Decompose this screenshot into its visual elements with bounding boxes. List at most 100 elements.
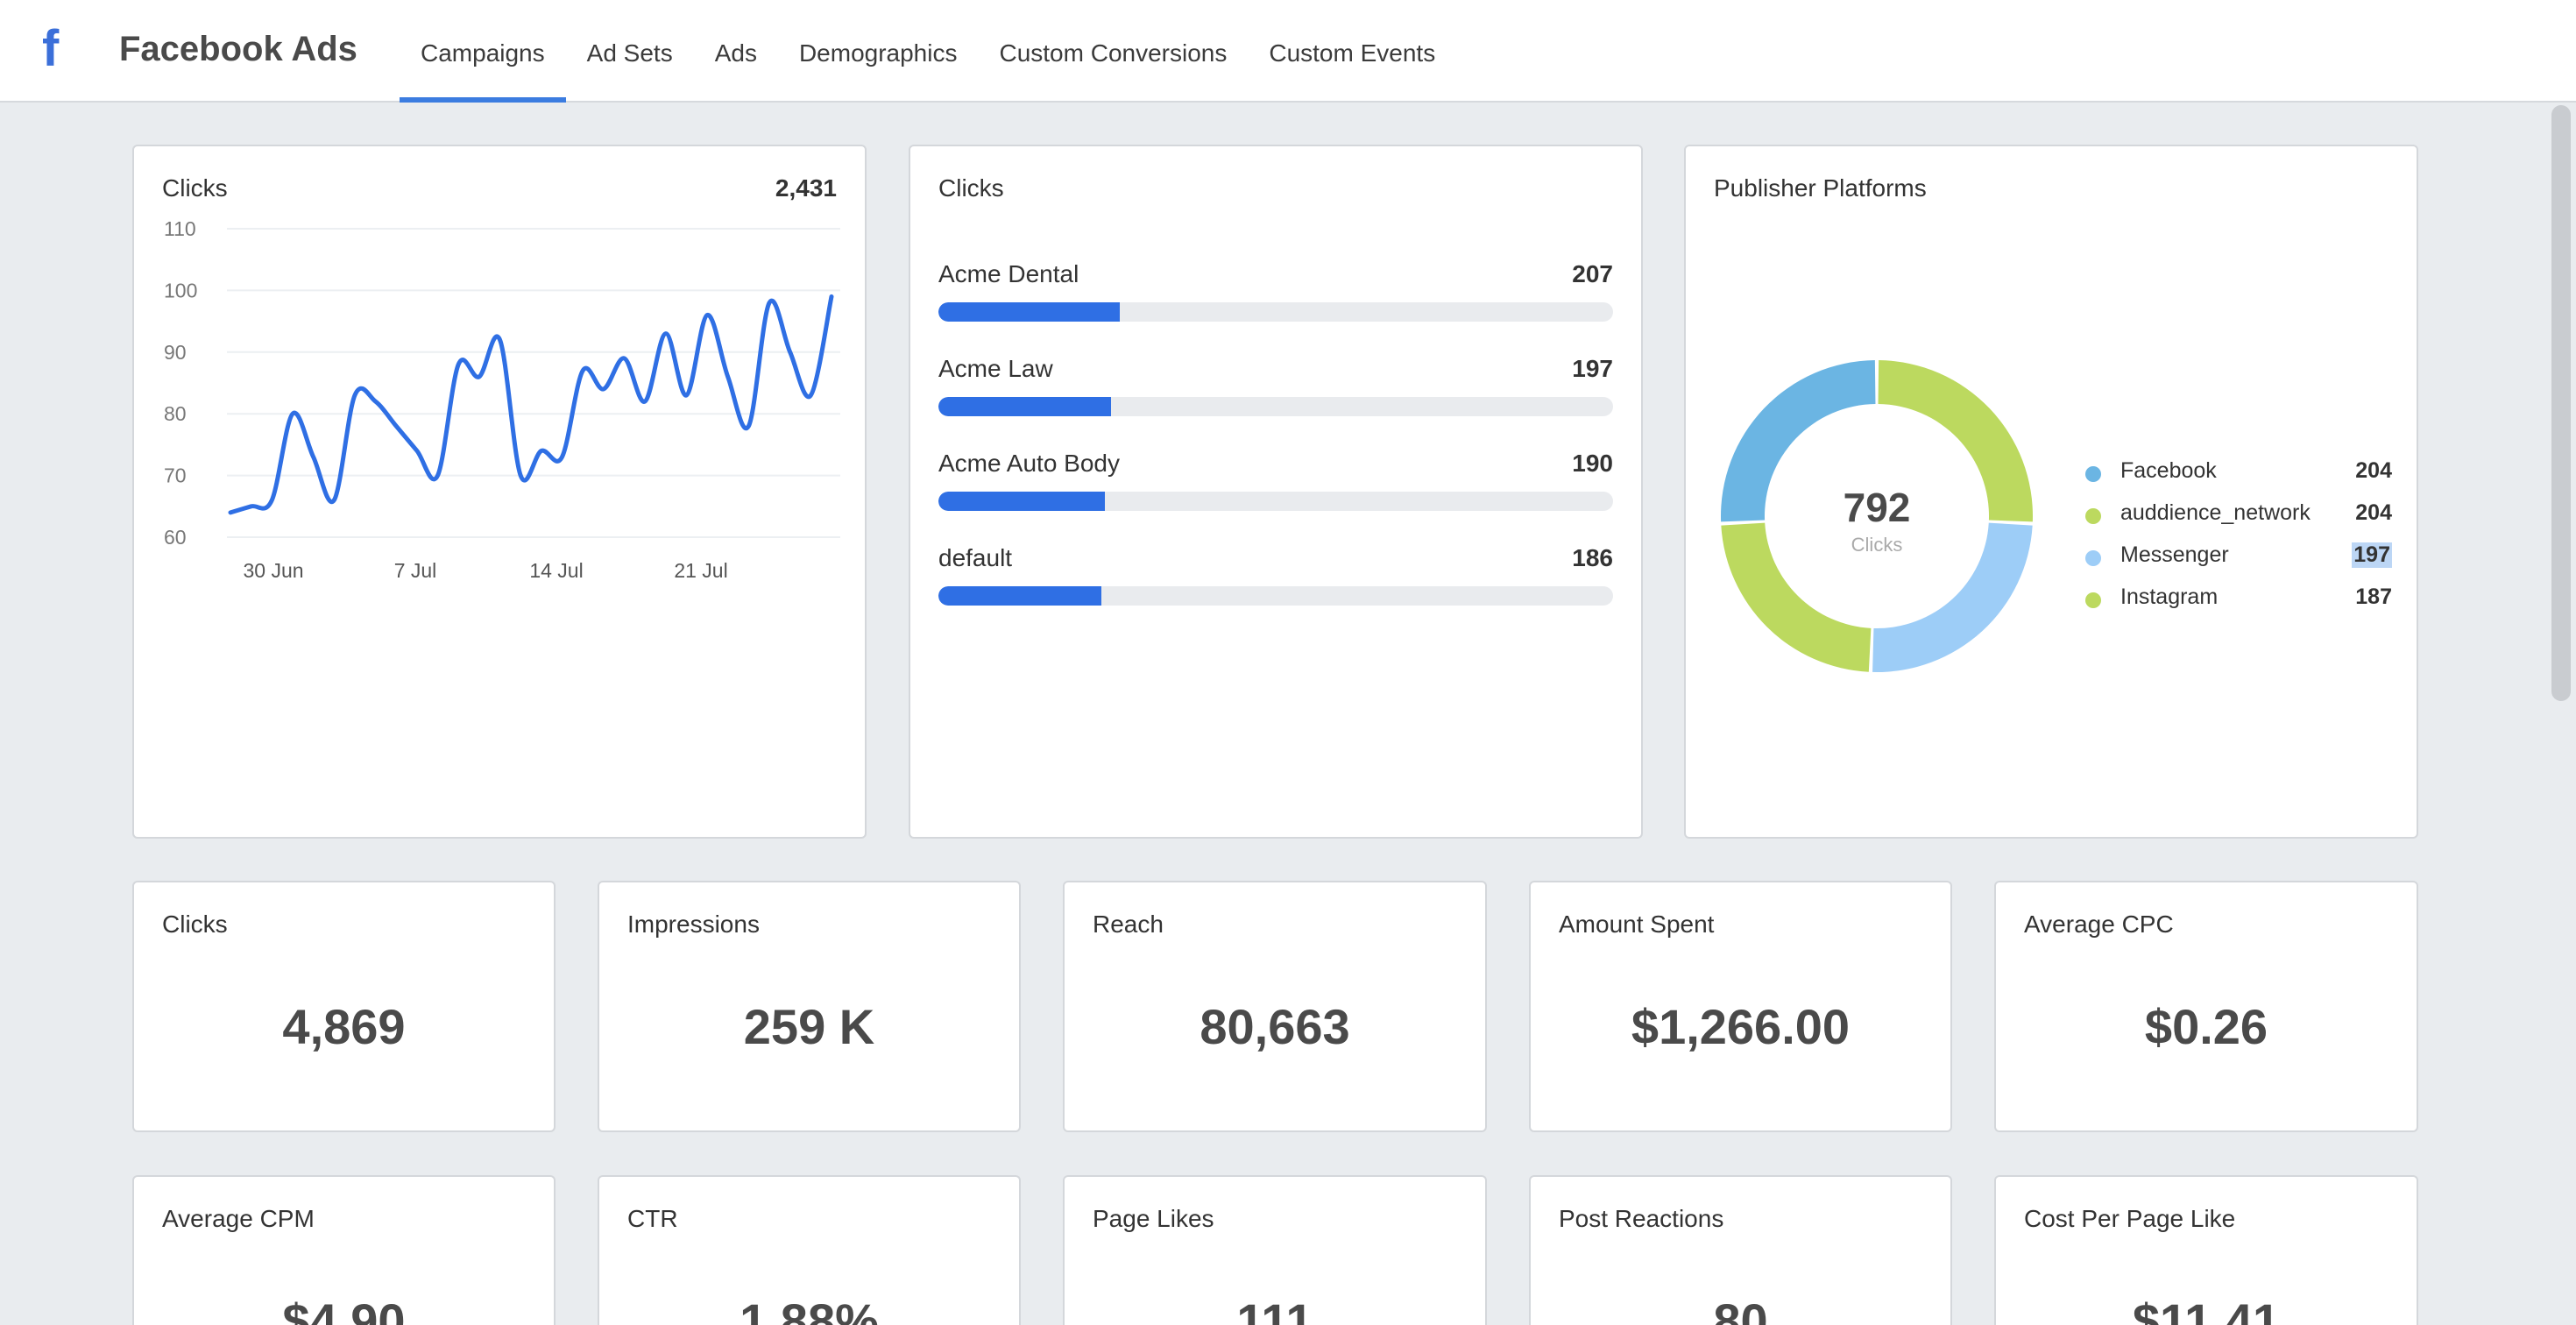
tab-custom-events[interactable]: Custom Events: [1269, 39, 1436, 67]
y-tick-label: 70: [164, 464, 187, 487]
tab-ad-sets[interactable]: Ad Sets: [586, 39, 673, 67]
y-tick-label: 90: [164, 341, 187, 364]
kpi-title: Average CPM: [162, 1205, 315, 1232]
bar-label: Acme Auto Body: [938, 450, 1121, 477]
bar-value: 190: [1572, 450, 1613, 477]
kpi-value: 4,869: [282, 999, 406, 1054]
donut-slice-auddience-network: [1878, 360, 2033, 522]
kpi-title: Cost Per Page Like: [2024, 1205, 2236, 1232]
kpi-value: $4.90: [282, 1293, 406, 1325]
legend-item-audience-network: auddience_network 204: [2085, 500, 2392, 542]
donut-center-label: Clicks: [1851, 534, 1903, 556]
bar-track: [938, 492, 1613, 511]
bar-row-default: default 186: [938, 544, 1613, 606]
kpi-value: $1,266.00: [1631, 999, 1851, 1054]
bar-track: [938, 397, 1613, 416]
kpi-value: 80,663: [1200, 999, 1350, 1054]
tab-demographics[interactable]: Demographics: [798, 39, 958, 67]
legend-label: Instagram: [2120, 585, 2219, 609]
card-title: Publisher Platforms: [1714, 174, 1927, 202]
kpi-card-average-cpm: Average CPM $4.90: [132, 1175, 556, 1325]
y-tick-label: 80: [164, 402, 187, 425]
tab-campaigns[interactable]: Campaigns: [400, 0, 566, 103]
publisher-donut-chart: 792 Clicks: [1721, 360, 2033, 672]
bar-track: [938, 302, 1613, 322]
legend-dot: [2085, 466, 2101, 482]
card-title: Clicks: [938, 174, 1004, 202]
kpi-card-page-likes: Page Likes 111: [1063, 1175, 1487, 1325]
legend-dot: [2085, 508, 2101, 524]
x-tick-label: 7 Jul: [394, 559, 437, 582]
legend-value: 204: [2355, 500, 2392, 525]
kpi-card-ctr: CTR 1.88%: [598, 1175, 1021, 1325]
kpi-card-post-reactions: Post Reactions 80: [1529, 1175, 1952, 1325]
publisher-platforms-card: Publisher Platforms 792 Clicks Facebook 2…: [1684, 145, 2418, 839]
kpi-title: Impressions: [627, 910, 760, 938]
vertical-scrollbar[interactable]: [2551, 105, 2571, 701]
legend-label: Messenger: [2120, 542, 2229, 567]
legend-value: 204: [2355, 458, 2392, 483]
app-title: Facebook Ads: [119, 30, 357, 68]
bar-fill: [938, 586, 1101, 606]
bar-fill: [938, 302, 1120, 322]
card-title: Clicks: [162, 174, 228, 202]
kpi-value: $11.41: [2132, 1293, 2281, 1325]
bar-row-acme-dental: Acme Dental 207: [938, 260, 1613, 322]
kpi-title: Reach: [1093, 910, 1164, 938]
bar-row-acme-auto-body: Acme Auto Body 190: [938, 450, 1613, 511]
y-tick-label: 110: [164, 217, 196, 240]
kpi-title: CTR: [627, 1205, 678, 1232]
kpi-card-reach: Reach 80,663: [1063, 881, 1487, 1132]
legend-dot: [2085, 550, 2101, 566]
legend-value: 197: [2352, 542, 2392, 568]
legend-item-instagram: Instagram 187: [2085, 585, 2392, 627]
x-tick-label: 14 Jul: [529, 559, 583, 582]
kpi-card-amount-spent: Amount Spent $1,266.00: [1529, 881, 1952, 1132]
legend-dot: [2085, 592, 2101, 608]
x-tick-label: 21 Jul: [674, 559, 727, 582]
legend-item-messenger: Messenger 197: [2085, 542, 2392, 585]
kpi-card-clicks: Clicks 4,869: [132, 881, 556, 1132]
kpi-value: $0.26: [2144, 999, 2268, 1054]
donut-slice-facebook: [1721, 360, 1876, 522]
bar-value: 186: [1572, 544, 1613, 571]
clicks-series-line: [228, 294, 834, 515]
clicks-line-card: Clicks 2,431 60 70 80 90 100 110 30 Jun 7 Jul 14…: [132, 145, 867, 839]
tab-custom-conversions[interactable]: Custom Conversions: [999, 39, 1228, 67]
donut-slice-instagram: [1721, 522, 1872, 672]
donut-center-value: 792: [1844, 485, 1911, 530]
legend-label: auddience_network: [2120, 500, 2311, 525]
kpi-card-impressions: Impressions 259 K: [598, 881, 1021, 1132]
bar-fill: [938, 397, 1111, 416]
kpi-title: Clicks: [162, 910, 228, 938]
donut-slice-messenger: [1872, 522, 2033, 672]
kpi-title: Page Likes: [1093, 1205, 1214, 1232]
bar-fill: [938, 492, 1105, 511]
bar-value: 197: [1572, 355, 1613, 382]
kpi-title: Post Reactions: [1559, 1205, 1724, 1232]
donut-legend: Facebook 204 auddience_network 204 Messe…: [2085, 458, 2392, 627]
kpi-value: 111: [1236, 1293, 1313, 1325]
kpi-title: Amount Spent: [1559, 910, 1715, 938]
legend-label: Facebook: [2120, 458, 2217, 483]
y-tick-label: 60: [164, 526, 187, 549]
kpi-card-cost-per-page-like: Cost Per Page Like $11.41: [1994, 1175, 2418, 1325]
bar-label: Acme Law: [938, 355, 1053, 382]
kpi-value: 259 K: [743, 999, 875, 1054]
kpi-title: Average CPC: [2024, 910, 2174, 938]
clicks-total: 2,431: [775, 174, 837, 202]
bar-track: [938, 586, 1613, 606]
y-tick-label: 100: [164, 279, 197, 301]
bar-row-acme-law: Acme Law 197: [938, 355, 1613, 416]
bar-label: Acme Dental: [938, 260, 1079, 287]
x-tick-label: 30 Jun: [243, 559, 303, 582]
bar-value: 207: [1572, 260, 1613, 287]
kpi-card-average-cpc: Average CPC $0.26: [1994, 881, 2418, 1132]
top-navigation-bar: f Facebook Ads Campaigns Ad Sets Ads Dem…: [0, 0, 2576, 103]
clicks-line-chart: 60 70 80 90 100 110 30 Jun 7 Jul 14 Jul 21 Jul: [164, 217, 840, 582]
legend-value: 187: [2355, 585, 2392, 609]
tab-bar: Campaigns Ad Sets Ads Demographics Custo…: [400, 0, 1456, 103]
tab-ads[interactable]: Ads: [714, 39, 757, 67]
clicks-campaign-bars-card: Clicks Acme Dental 207 Acme Law 197 Acme…: [909, 145, 1643, 839]
legend-item-facebook: Facebook 204: [2085, 458, 2392, 500]
